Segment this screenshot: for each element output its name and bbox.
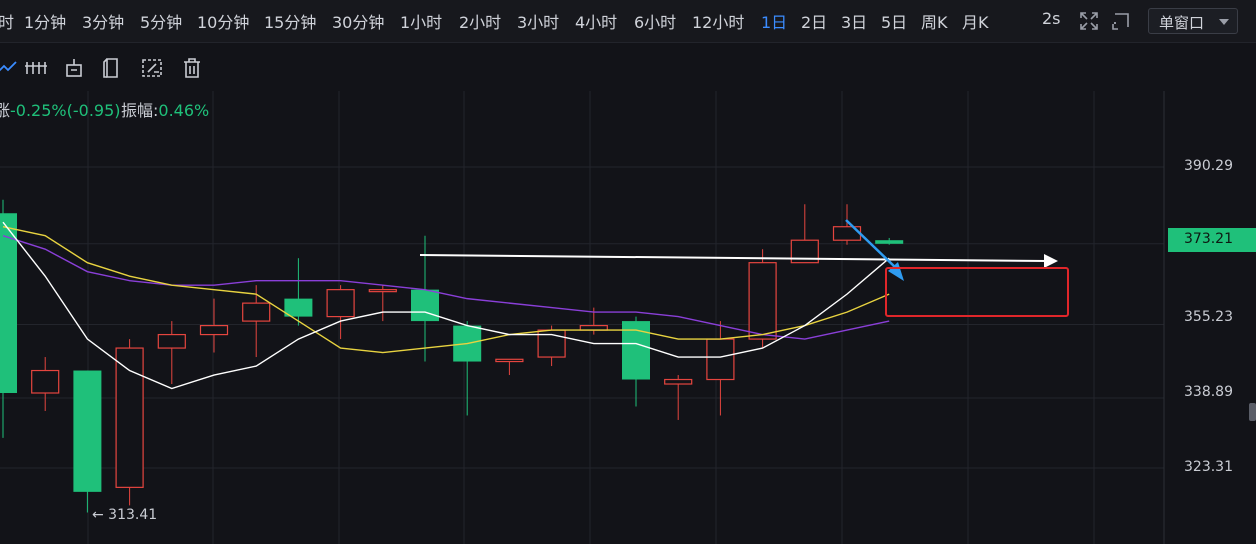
trend-line-tool-icon[interactable] xyxy=(0,56,18,80)
current-price-tag: 373.21 xyxy=(1168,228,1256,252)
chart-grid xyxy=(0,91,1165,544)
scroll-handle[interactable] xyxy=(1249,403,1256,421)
candle-body-up xyxy=(31,369,60,394)
blue-arrow-head xyxy=(888,262,904,281)
period-tab-active[interactable]: 1日 xyxy=(761,13,788,32)
candle-body-up xyxy=(199,324,229,336)
change-stat: 涨-0.25%(-0.95) xyxy=(0,97,121,121)
price-axis-label: 390.29 xyxy=(1184,158,1233,174)
price-axis-label: 355.23 xyxy=(1184,309,1233,325)
amplitude-label: 振幅: xyxy=(121,101,159,120)
ma-purple-line xyxy=(2,235,890,340)
target-zone-box xyxy=(885,267,1069,317)
candle-body-up xyxy=(495,358,524,363)
period-tab[interactable]: 2小时 xyxy=(459,13,502,32)
ma-white-line xyxy=(2,221,890,390)
horizontal-arrow-line xyxy=(419,254,1049,262)
trash-icon[interactable] xyxy=(180,56,204,80)
period-tab[interactable]: 3小时 xyxy=(517,13,560,32)
period-tab[interactable]: 10分钟 xyxy=(197,13,250,32)
change-label: 涨 xyxy=(0,101,11,120)
candle-body-up xyxy=(664,378,693,385)
candle-body-up xyxy=(242,302,271,322)
period-tab[interactable]: 1分钟 xyxy=(24,13,67,32)
refresh-interval[interactable]: 2s xyxy=(1042,9,1061,28)
period-bar: 时 1分钟 3分钟 5分钟 10分钟 15分钟 30分钟 1小时 2小时 3小时… xyxy=(0,0,1256,43)
change-value: -0.25%(-0.95) xyxy=(10,101,121,120)
horizontal-arrow-head xyxy=(1044,254,1058,268)
period-tab[interactable]: 15分钟 xyxy=(264,13,317,32)
candle-body-down xyxy=(73,370,102,492)
candles xyxy=(0,199,904,513)
price-axis-label: 338.89 xyxy=(1184,384,1233,400)
period-tab[interactable]: 5分钟 xyxy=(140,13,183,32)
candle-body-down xyxy=(0,213,17,393)
period-tab[interactable]: 4小时 xyxy=(575,13,618,32)
current-price-label: 373.21 xyxy=(1184,231,1233,247)
candle-body-up xyxy=(368,289,397,293)
period-tab[interactable]: 周K xyxy=(921,13,948,32)
period-tab[interactable]: 3分钟 xyxy=(82,13,125,32)
candle-body-up xyxy=(706,338,735,381)
period-tab[interactable]: 3日 xyxy=(841,13,868,32)
candle-body-up xyxy=(326,289,355,318)
price-axis-label: 323.31 xyxy=(1184,459,1233,475)
period-tab[interactable]: 12小时 xyxy=(692,13,745,32)
drawing-toolbar xyxy=(0,43,1256,91)
candle-body-down xyxy=(411,289,439,322)
amplitude-stat: 振幅:0.46% xyxy=(121,97,209,121)
moving-averages xyxy=(2,221,890,390)
period-tab[interactable]: 2日 xyxy=(801,13,828,32)
candle-body-down xyxy=(622,321,650,380)
edit-drawing-icon[interactable] xyxy=(140,56,164,80)
period-tab[interactable]: 时 xyxy=(0,13,15,32)
window-mode-select[interactable]: 单窗口 xyxy=(1148,8,1238,34)
period-tab[interactable]: 5日 xyxy=(881,13,908,32)
ma-yellow-line xyxy=(2,226,890,354)
period-tab[interactable]: 1小时 xyxy=(400,13,443,32)
candle-body-down xyxy=(284,298,313,317)
copy-tool-icon[interactable] xyxy=(101,56,125,80)
chevron-down-icon xyxy=(1219,19,1229,25)
add-window-icon[interactable] xyxy=(1110,10,1132,32)
candle-body-up xyxy=(157,333,186,349)
candle-body-up xyxy=(748,262,777,340)
candlestick-chart[interactable] xyxy=(0,91,1256,544)
window-mode-label: 单窗口 xyxy=(1159,14,1205,32)
period-tab[interactable]: 月K xyxy=(962,13,989,32)
period-tab[interactable]: 30分钟 xyxy=(332,13,385,32)
parallel-lines-tool-icon[interactable] xyxy=(24,56,48,80)
candle-body-up xyxy=(115,347,144,488)
candle-body-up xyxy=(790,239,819,264)
fullscreen-icon[interactable] xyxy=(1078,10,1100,32)
candle-body-down xyxy=(875,240,904,244)
annotations xyxy=(419,219,1069,317)
amplitude-value: 0.46% xyxy=(158,101,210,120)
period-tab[interactable]: 6小时 xyxy=(634,13,677,32)
blue-arrow-line xyxy=(845,219,897,269)
price-tool-icon[interactable] xyxy=(62,56,86,80)
low-price-label: ← 313.41 xyxy=(92,507,158,523)
